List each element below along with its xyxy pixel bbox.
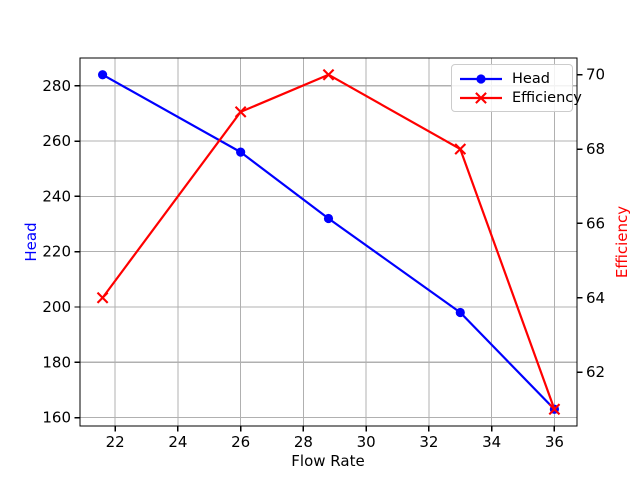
y-left-tick-label-200: 200 [42, 298, 71, 316]
y-right-tick-label-62: 62 [586, 363, 605, 381]
y-left-tick-label-240: 240 [42, 187, 71, 205]
x-tick-label-30: 30 [357, 433, 376, 451]
y-left-tick-label-180: 180 [42, 353, 71, 371]
axes-spines [79, 57, 578, 427]
legend-item-efficiency: Efficiency [459, 88, 582, 107]
y-left-tick-label-160: 160 [42, 409, 71, 427]
legend-line-marker-head [460, 73, 502, 84]
x-tick-label-28: 28 [294, 433, 313, 451]
y-left-tick-label-280: 280 [42, 77, 71, 95]
legend-label-efficiency: Efficiency [512, 89, 582, 106]
grid-lines [80, 58, 577, 426]
x-tick-label-34: 34 [482, 433, 501, 451]
y-right-tick-label-70: 70 [586, 66, 605, 84]
y-right-tick-label-68: 68 [586, 140, 605, 158]
y-left-tick-label-220: 220 [42, 243, 71, 261]
x-tick-label-26: 26 [231, 433, 250, 451]
legend-line-marker-efficiency [460, 91, 502, 104]
legend-label-head: Head [512, 70, 550, 87]
y-right-tick-label-64: 64 [586, 289, 605, 307]
x-tick-label-32: 32 [419, 433, 438, 451]
x-tick-label-24: 24 [168, 433, 187, 451]
legend-item-head: Head [459, 69, 566, 88]
series-efficiency [96, 68, 561, 416]
y-left-tick-label-260: 260 [42, 132, 71, 150]
y-right-tick-label-66: 66 [586, 214, 605, 232]
x-tick-label-36: 36 [545, 433, 564, 451]
legend: Head Efficiency [451, 64, 582, 112]
tick-marks: 22 24 26 28 30 32 34 36 160 180 200 220 240 260 280 62 6… [42, 66, 605, 451]
x-tick-label-22: 22 [106, 433, 125, 451]
